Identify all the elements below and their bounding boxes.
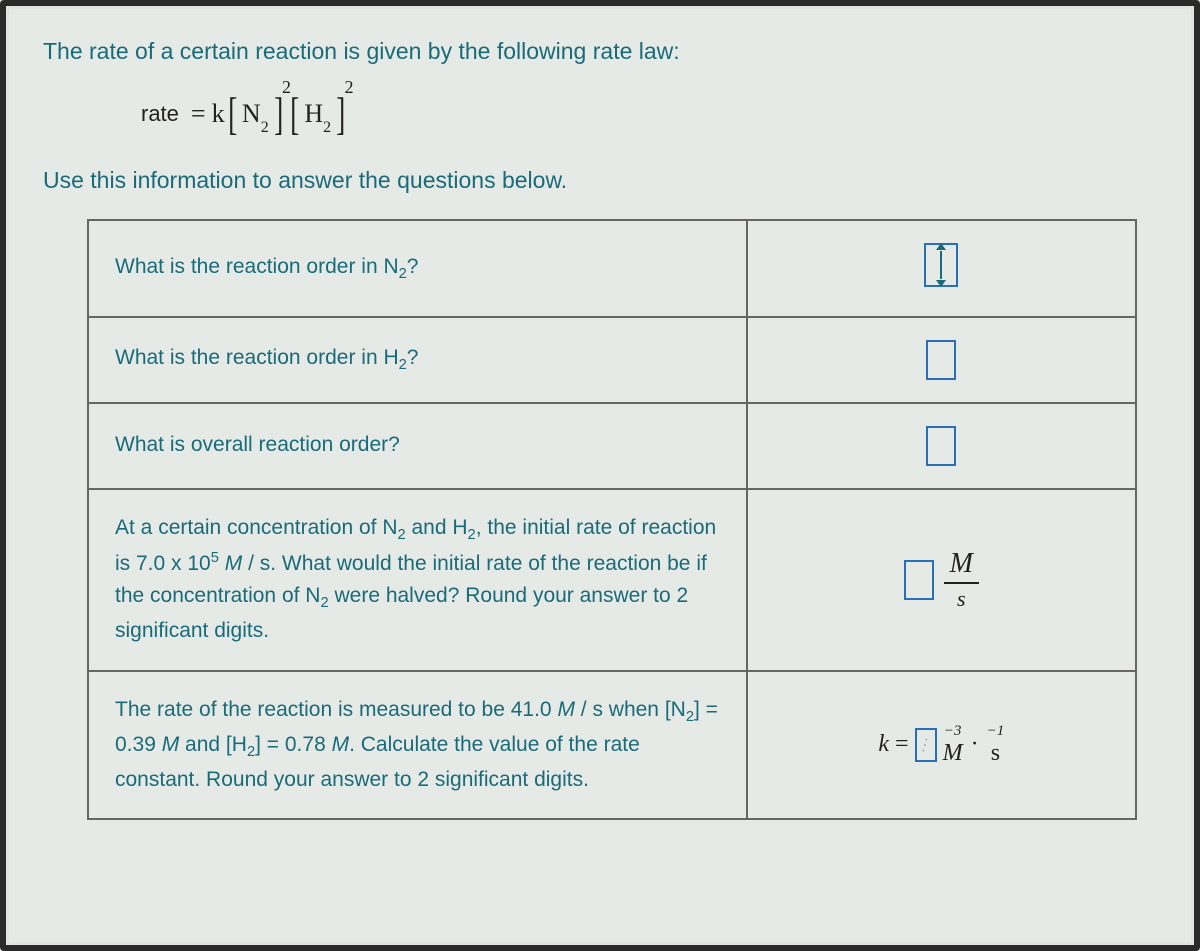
equals-sign: = [895,731,909,758]
table-row: What is the reaction order in H2? [88,317,1136,403]
table-row: The rate of the reaction is measured to … [88,671,1136,819]
dot-separator: · [971,731,979,758]
question-table-wrap: What is the reaction order in N2?What is… [87,219,1137,821]
question-cell: What is the reaction order in N2? [88,220,747,317]
unit-M: −3M [943,724,963,765]
table-row: At a certain concentration of N2 and H2,… [88,489,1136,671]
answer-cell [747,403,1136,489]
question-cell: The rate of the reaction is measured to … [88,671,747,819]
table-row: What is overall reaction order? [88,403,1136,489]
table-row: What is the reaction order in N2? [88,220,1136,317]
answer-cell [747,220,1136,317]
k-value-input[interactable]: ⋮ [915,728,937,762]
rate-constant-k: k [212,99,225,129]
unit-s: −1s [987,724,1005,765]
answer-cell: Ms [747,489,1136,671]
rate-label: rate [141,101,179,127]
question-cell: At a certain concentration of N2 and H2,… [88,489,747,671]
question-cell: What is the reaction order in H2? [88,317,747,403]
answer-cell: k=⋮ −3M · −1s [747,671,1136,819]
rate-equation: rate = k [ N2 ] 2 [ H2 ] 2 [141,84,1157,144]
equals-sign: = [191,99,206,129]
bracket-n2: [ N2 ] 2 [225,91,291,137]
content-panel: The rate of a certain reaction is given … [9,9,1191,942]
k-label: k [878,731,889,758]
number-stepper-input[interactable] [924,243,958,287]
screen-frame: The rate of a certain reaction is given … [0,0,1200,951]
number-input[interactable] [926,340,956,380]
answer-cell [747,317,1136,403]
unit-fraction: Ms [944,548,979,612]
rate-value-input[interactable] [904,560,934,600]
number-input[interactable] [926,426,956,466]
intro-text-1: The rate of a certain reaction is given … [43,33,1157,70]
intro-text-2: Use this information to answer the quest… [43,162,1157,199]
question-table: What is the reaction order in N2?What is… [87,219,1137,821]
bracket-h2: [ H2 ] 2 [287,91,353,137]
question-cell: What is overall reaction order? [88,403,747,489]
